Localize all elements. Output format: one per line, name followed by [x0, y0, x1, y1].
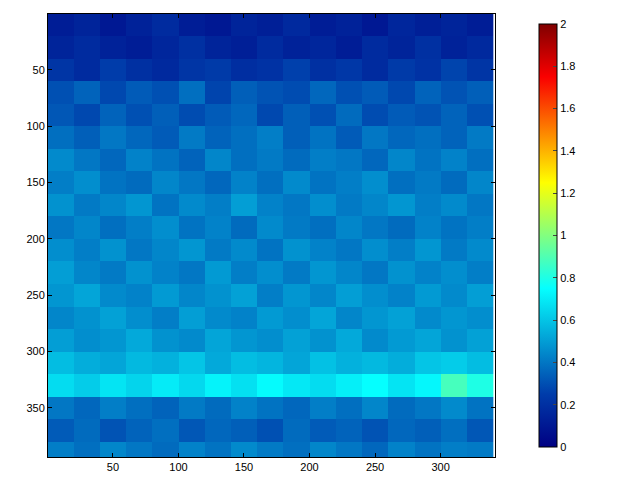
- svg-text:300: 300: [431, 461, 449, 473]
- svg-text:1.2: 1.2: [560, 187, 575, 199]
- svg-text:1.4: 1.4: [560, 145, 575, 157]
- svg-text:1: 1: [560, 229, 566, 241]
- svg-text:250: 250: [366, 461, 384, 473]
- svg-text:200: 200: [26, 233, 44, 245]
- svg-text:0.2: 0.2: [560, 399, 575, 411]
- svg-text:150: 150: [235, 461, 253, 473]
- svg-text:50: 50: [33, 64, 45, 76]
- svg-text:2: 2: [560, 18, 566, 30]
- svg-text:150: 150: [26, 176, 44, 188]
- svg-text:0.6: 0.6: [560, 314, 575, 326]
- svg-text:0.4: 0.4: [560, 356, 575, 368]
- svg-text:250: 250: [26, 289, 44, 301]
- svg-text:350: 350: [26, 402, 44, 414]
- svg-text:0.8: 0.8: [560, 272, 575, 284]
- svg-text:0: 0: [560, 441, 566, 453]
- svg-text:1.6: 1.6: [560, 102, 575, 114]
- svg-text:100: 100: [169, 461, 187, 473]
- svg-text:50: 50: [107, 461, 119, 473]
- svg-text:1.8: 1.8: [560, 60, 575, 72]
- svg-text:200: 200: [300, 461, 318, 473]
- svg-text:100: 100: [26, 120, 44, 132]
- svg-text:300: 300: [26, 345, 44, 357]
